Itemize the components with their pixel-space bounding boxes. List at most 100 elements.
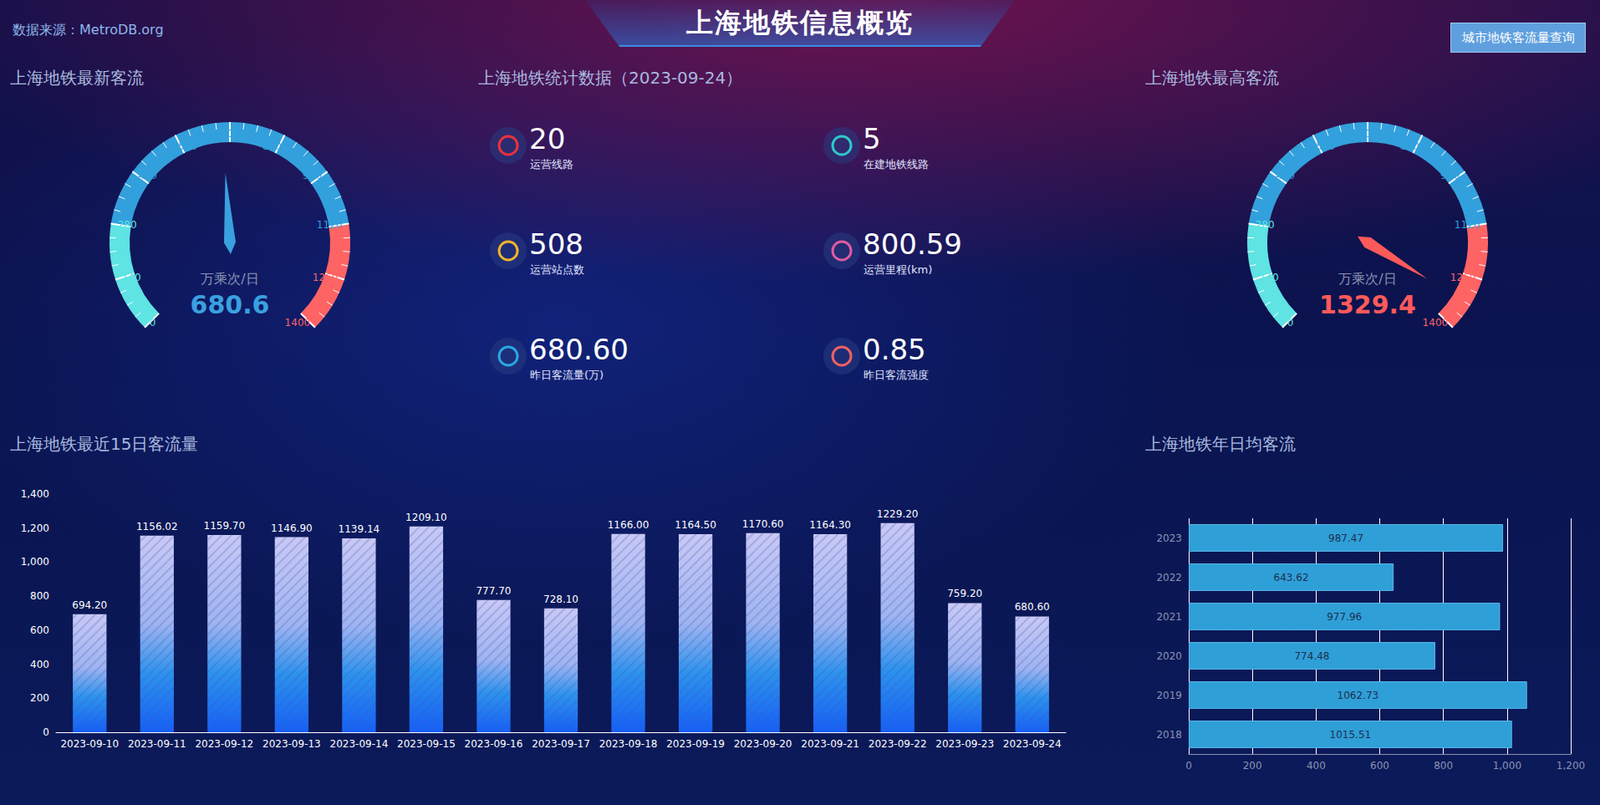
svg-text:1159.70: 1159.70 [203, 519, 246, 532]
svg-text:777.70: 777.70 [475, 585, 511, 597]
svg-text:2023-09-16: 2023-09-16 [464, 738, 524, 750]
svg-text:2023-09-18: 2023-09-18 [599, 738, 658, 750]
svg-text:1,000: 1,000 [1492, 759, 1522, 772]
svg-text:2023-09-21: 2023-09-21 [800, 738, 860, 750]
html-text:昨日客流量(万): 昨日客流量(万) [529, 368, 604, 382]
svg-text:800: 800 [1433, 759, 1453, 772]
svg-text:977.96: 977.96 [1326, 611, 1362, 623]
svg-text:2023-09-11: 2023-09-11 [127, 738, 187, 750]
svg-text:1146.90: 1146.90 [270, 522, 313, 535]
svg-text:0: 0 [149, 316, 157, 329]
svg-text:694.20: 694.20 [71, 599, 108, 612]
html-text:上海地铁最高客流: 上海地铁最高客流 [1145, 67, 1279, 88]
svg-text:1400: 1400 [285, 316, 311, 329]
svg-text:759.20: 759.20 [947, 587, 983, 600]
svg-text:643.62: 643.62 [1273, 571, 1310, 584]
svg-text:728.10: 728.10 [543, 593, 579, 606]
svg-text:2023-09-19: 2023-09-19 [666, 738, 725, 750]
svg-text:560: 560 [178, 140, 198, 153]
svg-text:400: 400 [30, 658, 50, 671]
svg-text:1329.4: 1329.4 [1319, 290, 1417, 320]
svg-text:1,200: 1,200 [20, 522, 50, 535]
html-text:上海地铁年日均客流: 上海地铁年日均客流 [1145, 433, 1296, 454]
svg-text:1015.51: 1015.51 [1329, 728, 1372, 741]
svg-text:2022: 2022 [1156, 571, 1183, 584]
svg-text:1164.50: 1164.50 [674, 519, 717, 531]
svg-text:2023-09-24: 2023-09-24 [1003, 738, 1062, 750]
svg-text:560: 560 [1315, 140, 1336, 153]
svg-text:700: 700 [220, 127, 240, 140]
svg-text:840: 840 [262, 140, 282, 153]
svg-text:2023-09-14: 2023-09-14 [330, 738, 389, 750]
svg-text:1062.73: 1062.73 [1337, 689, 1380, 702]
html-text:运营线路: 运营线路 [529, 157, 574, 171]
svg-text:1120: 1120 [316, 219, 343, 231]
svg-text:2023-09-22: 2023-09-22 [868, 738, 928, 750]
svg-text:1400: 1400 [1422, 316, 1449, 329]
svg-text:2023-09-12: 2023-09-12 [194, 738, 254, 750]
html-text:508: 508 [529, 227, 584, 261]
svg-text:774.48: 774.48 [1294, 650, 1330, 663]
svg-text:1120: 1120 [1454, 219, 1481, 231]
svg-text:2023-09-10: 2023-09-10 [60, 738, 119, 750]
svg-text:0: 0 [42, 726, 50, 739]
svg-text:2023-09-23: 2023-09-23 [935, 738, 994, 750]
svg-text:200: 200 [1243, 759, 1263, 772]
svg-text:2023-09-13: 2023-09-13 [262, 738, 322, 750]
svg-text:280: 280 [117, 219, 138, 231]
svg-text:140: 140 [1259, 271, 1279, 284]
svg-text:2023-09-20: 2023-09-20 [733, 738, 793, 750]
svg-text:2019: 2019 [1156, 689, 1183, 702]
html-text:上海地铁最近15日客流量: 上海地铁最近15日客流量 [10, 433, 199, 454]
html-text:680.60: 680.60 [529, 332, 629, 367]
svg-text:1260: 1260 [312, 271, 339, 284]
svg-text:1209.10: 1209.10 [405, 511, 448, 524]
svg-text:2023: 2023 [1156, 532, 1183, 545]
svg-text:1166.00: 1166.00 [607, 519, 650, 531]
svg-text:600: 600 [1370, 759, 1390, 772]
html-text:0.85: 0.85 [862, 332, 926, 367]
svg-text:800: 800 [30, 590, 50, 602]
svg-text:2021: 2021 [1156, 611, 1183, 623]
svg-text:1139.14: 1139.14 [338, 523, 381, 536]
html-text:5: 5 [862, 122, 881, 156]
svg-text:1,000: 1,000 [20, 555, 50, 568]
html-text:800.59: 800.59 [862, 227, 963, 261]
svg-text:140: 140 [122, 271, 142, 284]
svg-text:400: 400 [1306, 759, 1326, 772]
svg-text:680.60: 680.60 [1014, 601, 1050, 613]
svg-text:280: 280 [1255, 219, 1275, 231]
svg-text:0: 0 [1287, 316, 1295, 329]
svg-text:2018: 2018 [1156, 728, 1183, 741]
svg-text:2023-09-17: 2023-09-17 [531, 738, 591, 750]
html-text:上海地铁最新客流: 上海地铁最新客流 [10, 67, 144, 88]
html-text:20: 20 [529, 122, 566, 156]
svg-text:980: 980 [302, 169, 322, 182]
svg-text:1,400: 1,400 [20, 488, 50, 500]
svg-text:420: 420 [137, 169, 158, 182]
html-text:城市地铁客流量查询: 城市地铁客流量查询 [1461, 30, 1575, 46]
svg-text:1156.02: 1156.02 [136, 520, 179, 533]
svg-text:680.6: 680.6 [190, 290, 271, 320]
svg-text:420: 420 [1275, 169, 1295, 182]
svg-text:0: 0 [1185, 759, 1193, 772]
svg-text:840: 840 [1400, 140, 1420, 153]
html-text:数据来源：MetroDB.org: 数据来源：MetroDB.org [12, 21, 164, 38]
svg-text:2023-09-15: 2023-09-15 [397, 738, 456, 750]
svg-text:1164.30: 1164.30 [809, 519, 851, 531]
svg-text:1,200: 1,200 [1556, 759, 1585, 772]
svg-text:987.47: 987.47 [1328, 532, 1364, 545]
svg-text:万乘次/日: 万乘次/日 [1338, 270, 1397, 287]
svg-text:1229.20: 1229.20 [876, 508, 919, 520]
svg-text:600: 600 [30, 624, 50, 637]
svg-text:980: 980 [1440, 169, 1460, 182]
html-text:上海地铁信息概览: 上海地铁信息概览 [686, 6, 914, 39]
svg-text:万乘次/日: 万乘次/日 [200, 270, 259, 287]
svg-text:1170.60: 1170.60 [742, 518, 785, 530]
svg-text:1260: 1260 [1450, 271, 1477, 284]
svg-text:700: 700 [1358, 127, 1378, 140]
svg-text:2020: 2020 [1156, 650, 1183, 663]
html-text:上海地铁统计数据（2023-09-24）: 上海地铁统计数据（2023-09-24） [478, 67, 743, 88]
html-text:在建地铁线路: 在建地铁线路 [863, 157, 929, 171]
svg-text:200: 200 [30, 692, 50, 704]
